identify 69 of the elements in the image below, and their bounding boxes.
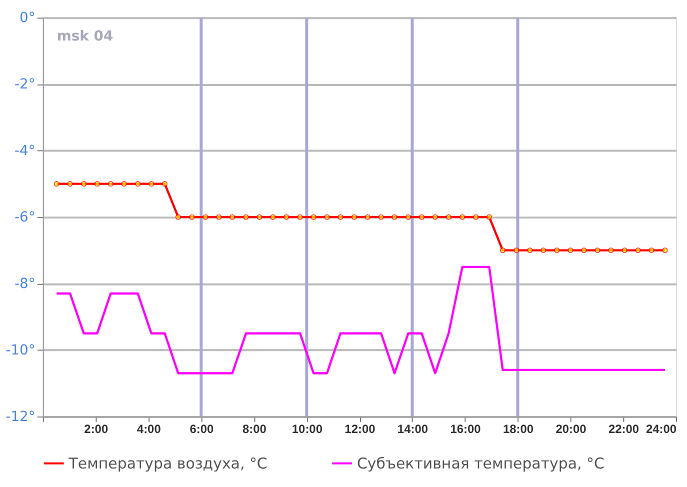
point xyxy=(284,214,290,220)
point xyxy=(581,247,587,254)
point xyxy=(554,247,560,254)
legend-label: Температура воздуха, °C xyxy=(68,454,268,472)
x-tick-label: 2:00 xyxy=(84,422,108,436)
y-tick-label: -12° xyxy=(6,408,36,425)
x-tick-label: 24:00 xyxy=(646,422,677,436)
x-tick-label: 14:00 xyxy=(397,422,428,436)
x-tick-label: 22:00 xyxy=(608,422,640,436)
point xyxy=(351,214,358,220)
point xyxy=(202,214,208,220)
point xyxy=(622,247,628,254)
y-tick-label: -4° xyxy=(14,143,36,160)
point xyxy=(80,180,87,187)
point xyxy=(432,214,438,220)
point xyxy=(243,214,249,220)
x-tick-label: 16:00 xyxy=(450,422,482,436)
y-tick-label: 0° xyxy=(20,10,36,26)
x-tick-label: 20:00 xyxy=(556,422,587,436)
point xyxy=(256,214,262,220)
y-tick-label: -6° xyxy=(14,210,36,226)
point xyxy=(472,214,479,220)
point xyxy=(500,247,506,254)
point xyxy=(229,214,236,220)
point xyxy=(594,247,600,254)
point xyxy=(635,247,641,254)
point xyxy=(135,180,141,187)
point xyxy=(324,214,330,220)
point xyxy=(460,214,466,220)
point xyxy=(378,214,384,220)
point xyxy=(446,214,452,220)
point xyxy=(608,247,614,254)
x-tick-label: 12:00 xyxy=(344,422,376,436)
point xyxy=(94,180,100,187)
point xyxy=(364,214,370,220)
y-tick-label: -8° xyxy=(14,276,36,292)
point xyxy=(338,214,344,220)
point xyxy=(148,180,154,187)
y-tick-label: -10° xyxy=(6,342,36,358)
point xyxy=(162,180,168,187)
point xyxy=(568,247,574,254)
point xyxy=(175,214,182,220)
point xyxy=(216,214,222,220)
point xyxy=(108,180,114,187)
point xyxy=(662,247,668,254)
line-series xyxy=(55,266,666,374)
point xyxy=(540,247,546,254)
y-tick-label: -2° xyxy=(14,76,36,93)
point xyxy=(270,214,276,220)
point xyxy=(392,214,398,220)
point xyxy=(486,214,492,220)
point xyxy=(54,180,60,187)
x-tick-label: 6:00 xyxy=(190,422,214,436)
point xyxy=(514,247,520,254)
point xyxy=(418,214,425,220)
annotation: msk 04 xyxy=(56,28,114,45)
x-tick-label: 4:00 xyxy=(136,422,162,436)
x-tick-label: 10:00 xyxy=(292,422,323,436)
point xyxy=(310,214,316,220)
point xyxy=(121,180,127,187)
x-tick-label: 18:00 xyxy=(502,422,534,436)
point xyxy=(189,214,195,220)
point xyxy=(527,247,533,254)
x-tick-label: 8:00 xyxy=(242,422,267,436)
point xyxy=(405,214,412,220)
point xyxy=(648,247,654,254)
point xyxy=(67,180,73,187)
point xyxy=(297,214,303,220)
legend-label: Субъективная температура, °C xyxy=(356,454,604,472)
